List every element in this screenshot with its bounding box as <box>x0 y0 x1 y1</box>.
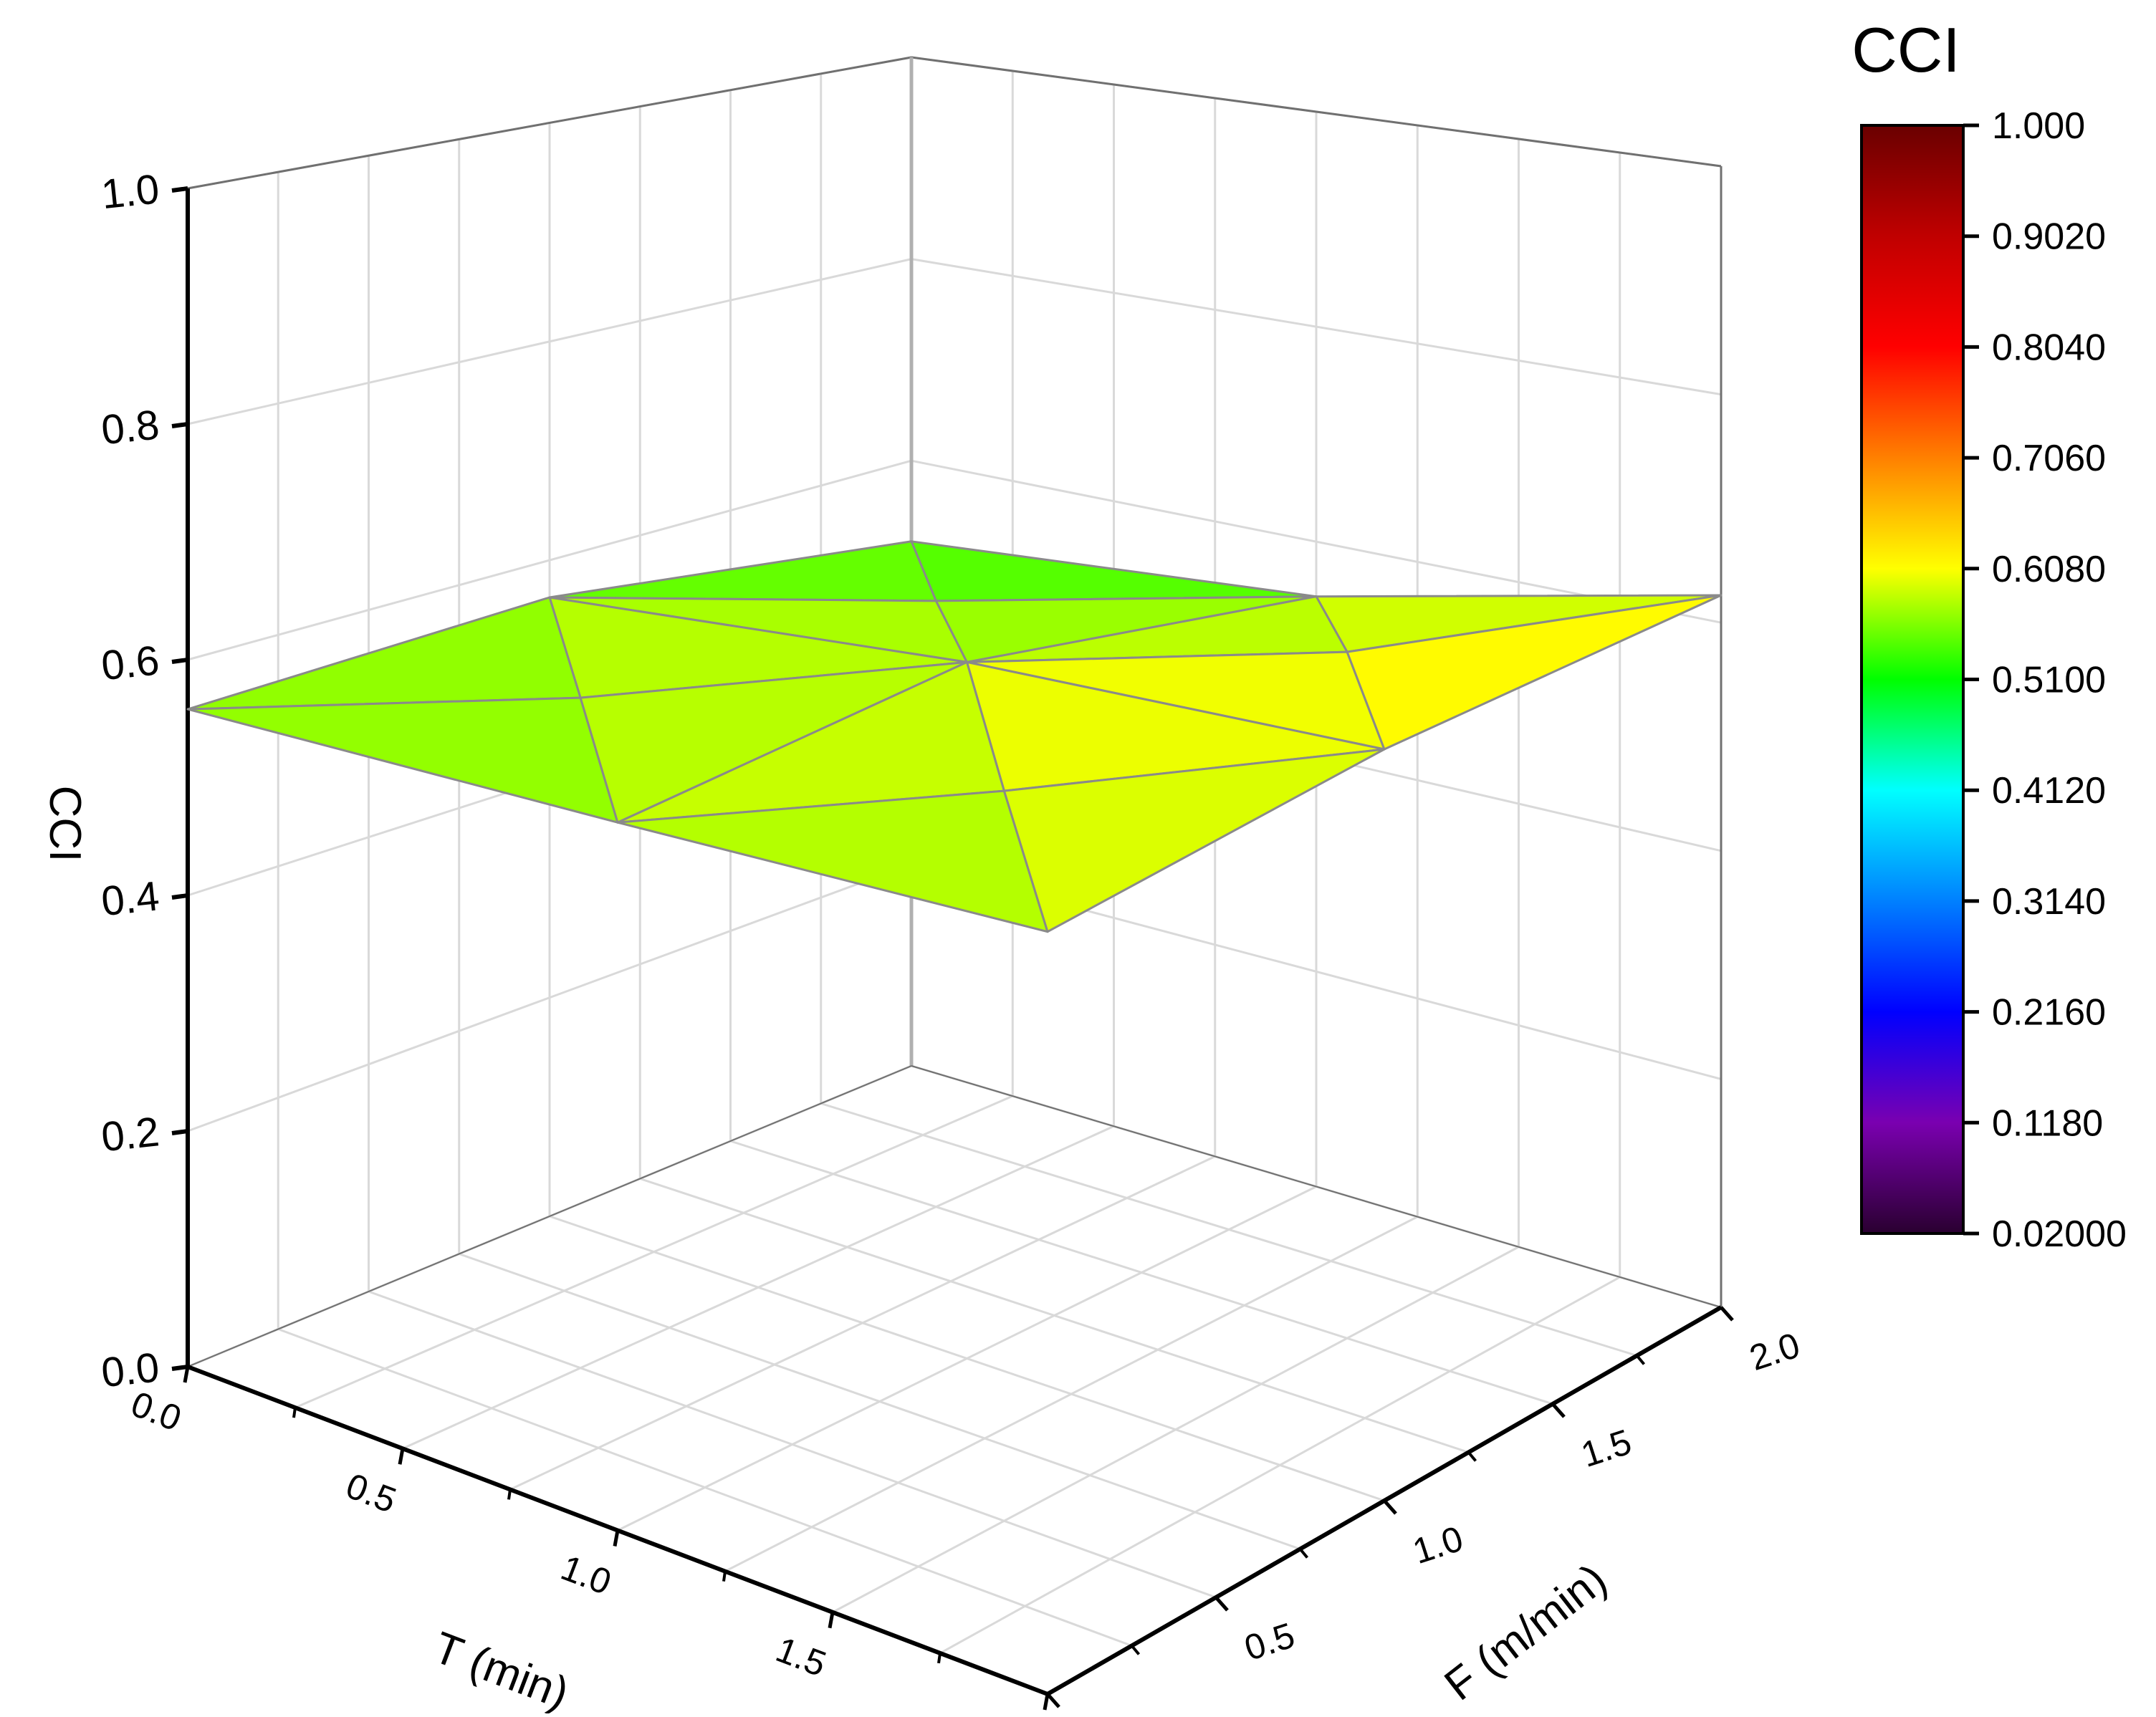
z-tick <box>171 893 188 900</box>
floor-gridline <box>639 1178 1469 1453</box>
x-tick <box>398 1448 405 1465</box>
x-minor-tick <box>507 1489 512 1500</box>
x-tick-label: 1.0 <box>556 1547 617 1602</box>
x-tick <box>613 1530 620 1547</box>
wall-gridline <box>187 862 912 1132</box>
x-tick <box>183 1366 190 1383</box>
x-minor-tick <box>292 1407 297 1418</box>
colorbar-tick-label: 0.7060 <box>1992 438 2106 479</box>
z-tick <box>171 422 188 428</box>
colorbar-gradient <box>1860 124 1965 1235</box>
surface-facet <box>186 596 582 711</box>
x-tick-label: 0.5 <box>341 1466 402 1521</box>
colorbar-tick-label: 0.9020 <box>1992 216 2106 258</box>
surface-facet <box>548 540 937 602</box>
y-tick-label: 1.0 <box>1408 1519 1467 1572</box>
y-tick <box>1551 1403 1566 1418</box>
z-tick <box>171 658 188 664</box>
x-minor-tick <box>937 1653 942 1664</box>
floor-gridline <box>549 1215 1385 1502</box>
y-tick <box>1383 1499 1397 1515</box>
z-tick <box>171 1365 188 1371</box>
y-tick-label: 0.5 <box>1240 1615 1299 1669</box>
x-tick <box>828 1612 835 1629</box>
colorbar-tick-label: 0.02000 <box>1992 1213 2127 1255</box>
y-tick <box>1046 1693 1060 1708</box>
colorbar-tick-label: 0.2160 <box>1992 992 2106 1034</box>
surface-facet <box>186 696 619 824</box>
z-tick-label: 0.8 <box>99 401 161 453</box>
y-minor-tick <box>1467 1451 1477 1462</box>
box-edge <box>187 1065 912 1367</box>
z-tick-label: 0.6 <box>99 637 161 689</box>
wall-gridline <box>911 258 1722 396</box>
wall-gridline <box>187 459 912 661</box>
z-tick-label: 0.4 <box>99 872 161 925</box>
x-minor-tick <box>722 1571 727 1582</box>
colorbar-tick-label: 0.3140 <box>1992 881 2106 923</box>
floor-gridline <box>939 1276 1621 1655</box>
x-axis-title: T (min) <box>427 1622 575 1713</box>
box-edge <box>911 56 1722 168</box>
colorbar: CCI 1.000 0.9020 0.8040 0.7060 0.6080 0.5100 0… <box>1851 14 2127 1255</box>
z-tick-label: 0.0 <box>99 1344 161 1396</box>
colorbar-title: CCI <box>1851 14 1960 85</box>
x-tick-label: 2.0 <box>986 1711 1047 1713</box>
colorbar-tick-label: 1.000 <box>1992 105 2085 147</box>
y-axis-title: F (m/min) <box>1436 1554 1616 1710</box>
y-tick-label: 2.0 <box>1745 1325 1804 1379</box>
colorbar-tick-label: 0.4120 <box>1992 770 2106 812</box>
floor-gridline <box>730 1140 1553 1405</box>
y-minor-tick <box>1298 1548 1309 1559</box>
y-minor-tick <box>1130 1645 1141 1655</box>
y-tick <box>1214 1596 1229 1612</box>
floor-gridline <box>832 1246 1520 1614</box>
floor-gridline <box>724 1216 1418 1572</box>
z-tick <box>171 186 188 193</box>
colorbar-tick-label: 0.1180 <box>1992 1102 2103 1144</box>
surface-facet <box>1346 594 1723 751</box>
x-tick <box>1043 1693 1050 1711</box>
x-tick-label: 1.5 <box>771 1629 832 1684</box>
box-edge <box>911 1065 1722 1308</box>
wall-gridline <box>187 258 912 425</box>
surface-facet <box>1002 748 1386 933</box>
colorbar-tick-label: 0.6080 <box>1992 549 2106 590</box>
floor-gridline <box>820 1102 1637 1357</box>
z-axis-title: CCI <box>40 786 90 862</box>
z-tick-label: 1.0 <box>99 165 161 218</box>
colorbar-tick-label: 0.5100 <box>1992 660 2106 701</box>
box-edge <box>187 56 912 190</box>
y-tick-label: 1.5 <box>1576 1422 1636 1476</box>
y-minor-tick <box>1635 1355 1646 1365</box>
z-tick-label: 0.2 <box>99 1108 161 1160</box>
y-tick <box>1720 1306 1734 1322</box>
colorbar-tick-label: 0.8040 <box>1992 327 2106 368</box>
z-tick <box>171 1129 188 1135</box>
surface-layer <box>186 540 1723 933</box>
